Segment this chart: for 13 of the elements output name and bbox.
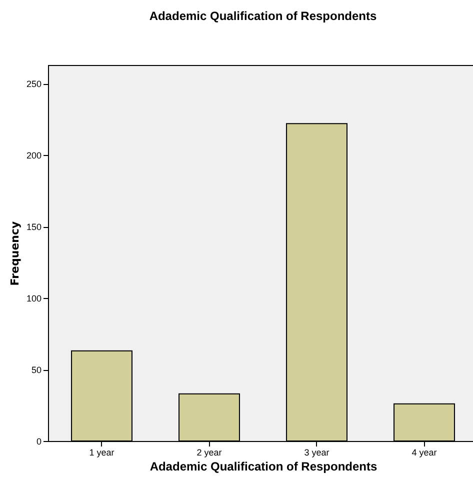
x-tick-label: 1 year bbox=[89, 448, 114, 458]
x-tick-label: 4 year bbox=[412, 448, 437, 458]
y-tick-label: 250 bbox=[26, 79, 42, 90]
x-axis-title: Adademic Qualification of Respondents bbox=[150, 460, 378, 474]
x-tick-label: 3 year bbox=[304, 448, 330, 458]
chart-title: Adademic Qualification of Respondents bbox=[149, 9, 377, 23]
y-tick-label: 0 bbox=[36, 436, 42, 446]
y-tick-label: 150 bbox=[26, 222, 42, 232]
y-tick-label: 100 bbox=[26, 294, 42, 304]
y-tick-label: 200 bbox=[26, 150, 42, 161]
y-tick-label: 50 bbox=[31, 365, 42, 376]
y-axis-title: Frequency bbox=[8, 221, 22, 286]
x-tick-label: 2 year bbox=[196, 448, 222, 458]
